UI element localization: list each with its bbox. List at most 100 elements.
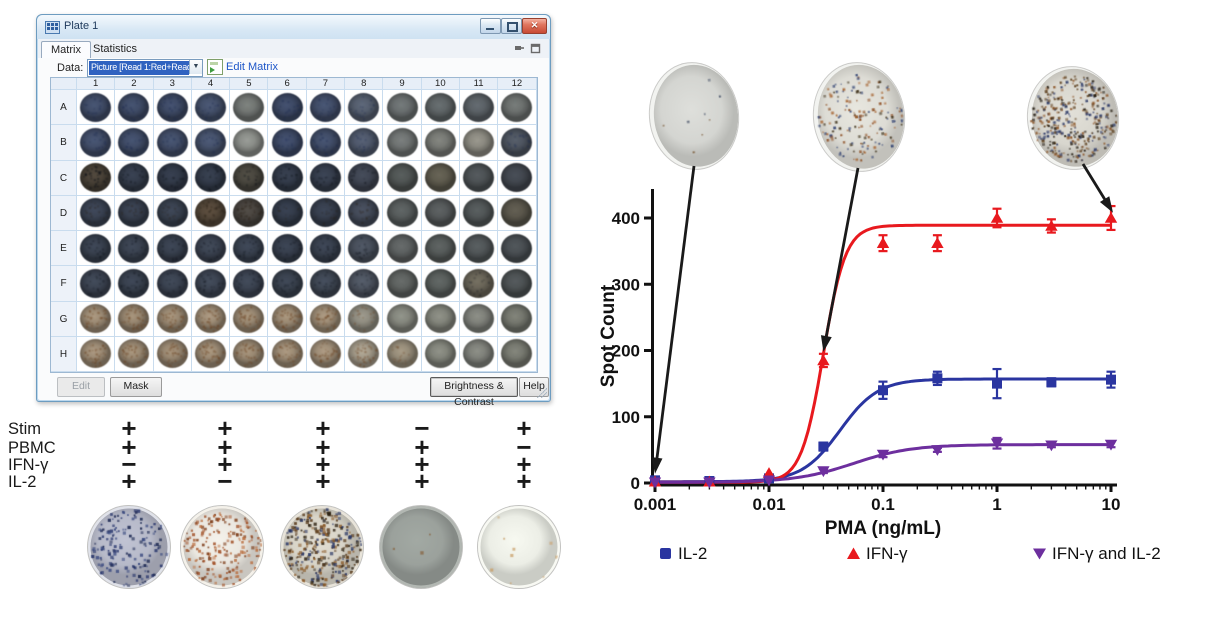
well-D6[interactable] (271, 198, 303, 228)
well-G6[interactable] (271, 304, 303, 334)
well-F3[interactable] (156, 268, 188, 298)
well-H9[interactable] (386, 339, 418, 369)
well-G8[interactable] (348, 304, 380, 334)
well-B11[interactable] (463, 127, 495, 157)
well-H5[interactable] (233, 339, 265, 369)
well-C1[interactable] (80, 163, 112, 193)
well-E11[interactable] (463, 233, 495, 263)
title-bar[interactable]: Plate 1 ✕ (37, 15, 550, 39)
well-F9[interactable] (386, 268, 418, 298)
well-E5[interactable] (233, 233, 265, 263)
resize-grip[interactable] (537, 388, 547, 398)
maximize-button[interactable] (501, 18, 522, 34)
well-D11[interactable] (463, 198, 495, 228)
well-F7[interactable] (309, 268, 341, 298)
well-E8[interactable] (348, 233, 380, 263)
well-A7[interactable] (309, 92, 341, 122)
float-window-icon[interactable] (530, 43, 541, 54)
minimize-button[interactable] (480, 18, 501, 34)
well-B9[interactable] (386, 127, 418, 157)
well-H3[interactable] (156, 339, 188, 369)
well-C6[interactable] (271, 163, 303, 193)
pin-icon[interactable] (514, 43, 525, 54)
well-D2[interactable] (118, 198, 150, 228)
well-F4[interactable] (195, 268, 227, 298)
edit-button[interactable]: Edit (57, 377, 105, 397)
well-B10[interactable] (424, 127, 456, 157)
well-E12[interactable] (501, 233, 533, 263)
well-C4[interactable] (195, 163, 227, 193)
well-F1[interactable] (80, 268, 112, 298)
well-D5[interactable] (233, 198, 265, 228)
well-B3[interactable] (156, 127, 188, 157)
well-H2[interactable] (118, 339, 150, 369)
well-C10[interactable] (424, 163, 456, 193)
close-button[interactable]: ✕ (522, 18, 547, 34)
well-G9[interactable] (386, 304, 418, 334)
well-D1[interactable] (80, 198, 112, 228)
well-A9[interactable] (386, 92, 418, 122)
well-C12[interactable] (501, 163, 533, 193)
well-A10[interactable] (424, 92, 456, 122)
well-F12[interactable] (501, 268, 533, 298)
edit-matrix-icon[interactable] (207, 59, 223, 75)
well-D12[interactable] (501, 198, 533, 228)
tab-statistics[interactable]: Statistics (93, 43, 138, 55)
mask-button[interactable]: Mask (110, 377, 162, 397)
well-H12[interactable] (501, 339, 533, 369)
well-H8[interactable] (348, 339, 380, 369)
well-A6[interactable] (271, 92, 303, 122)
well-G3[interactable] (156, 304, 188, 334)
well-G1[interactable] (80, 304, 112, 334)
well-D9[interactable] (386, 198, 418, 228)
well-B7[interactable] (309, 127, 341, 157)
well-A4[interactable] (195, 92, 227, 122)
well-C2[interactable] (118, 163, 150, 193)
edit-matrix-link[interactable]: Edit Matrix (226, 61, 278, 73)
well-D7[interactable] (309, 198, 341, 228)
well-E9[interactable] (386, 233, 418, 263)
well-D3[interactable] (156, 198, 188, 228)
well-H11[interactable] (463, 339, 495, 369)
well-D10[interactable] (424, 198, 456, 228)
well-A12[interactable] (501, 92, 533, 122)
well-H4[interactable] (195, 339, 227, 369)
data-dropdown[interactable]: Picture [Read 1:Red+Read 1:Green+ ▼ (87, 59, 203, 77)
tab-matrix[interactable]: Matrix (41, 41, 91, 59)
well-H1[interactable] (80, 339, 112, 369)
well-E3[interactable] (156, 233, 188, 263)
well-G5[interactable] (233, 304, 265, 334)
well-G4[interactable] (195, 304, 227, 334)
well-G10[interactable] (424, 304, 456, 334)
well-A3[interactable] (156, 92, 188, 122)
well-C11[interactable] (463, 163, 495, 193)
well-F11[interactable] (463, 268, 495, 298)
well-F5[interactable] (233, 268, 265, 298)
well-G7[interactable] (309, 304, 341, 334)
well-B5[interactable] (233, 127, 265, 157)
well-B12[interactable] (501, 127, 533, 157)
well-E1[interactable] (80, 233, 112, 263)
well-H6[interactable] (271, 339, 303, 369)
well-H10[interactable] (424, 339, 456, 369)
well-C7[interactable] (309, 163, 341, 193)
well-C3[interactable] (156, 163, 188, 193)
well-C9[interactable] (386, 163, 418, 193)
well-E10[interactable] (424, 233, 456, 263)
well-A5[interactable] (233, 92, 265, 122)
well-E4[interactable] (195, 233, 227, 263)
well-B1[interactable] (80, 127, 112, 157)
well-A1[interactable] (80, 92, 112, 122)
well-F2[interactable] (118, 268, 150, 298)
well-C8[interactable] (348, 163, 380, 193)
well-D8[interactable] (348, 198, 380, 228)
well-F8[interactable] (348, 268, 380, 298)
well-B6[interactable] (271, 127, 303, 157)
well-E2[interactable] (118, 233, 150, 263)
well-G2[interactable] (118, 304, 150, 334)
brightness-contrast-button[interactable]: Brightness & Contrast (430, 377, 518, 408)
well-B2[interactable] (118, 127, 150, 157)
well-B4[interactable] (195, 127, 227, 157)
well-D4[interactable] (195, 198, 227, 228)
well-A2[interactable] (118, 92, 150, 122)
